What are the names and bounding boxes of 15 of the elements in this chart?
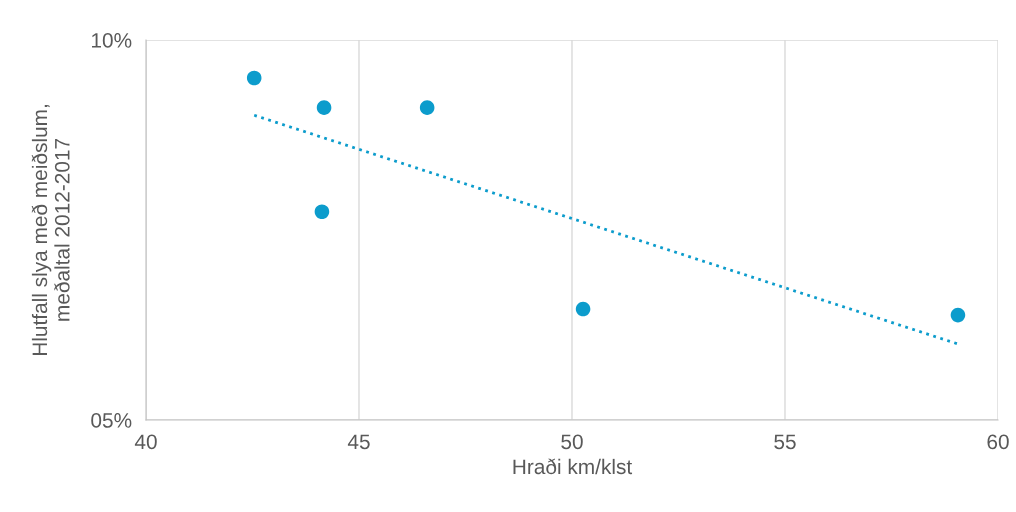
point <box>575 301 591 317</box>
y-tick-label: 10% <box>92 33 132 48</box>
x-tick-label: 40 <box>134 434 157 450</box>
x-tick-label: 55 <box>774 434 796 450</box>
point <box>419 100 435 115</box>
point <box>316 100 332 115</box>
x-tick-label: 60 <box>987 434 1009 450</box>
x-tick-label: 45 <box>347 434 370 450</box>
x-tick-label: 50 <box>561 434 583 450</box>
y-tick-label: 05% <box>91 413 132 428</box>
x-axis-title: Hraði km/klst <box>513 458 633 475</box>
point <box>246 70 262 86</box>
point <box>950 307 966 323</box>
y-axis-title: Hlutfall slya með meiðslum, meðaltal 2012-2017 <box>31 105 70 356</box>
point <box>314 204 330 220</box>
